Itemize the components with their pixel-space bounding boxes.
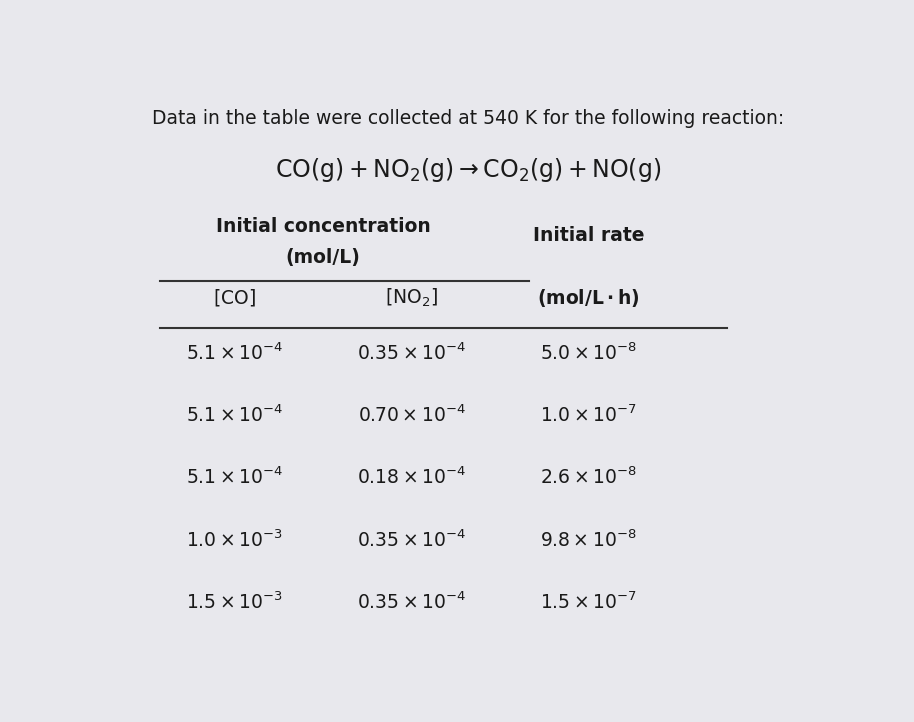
Text: $0.70 \times 10^{-4}$: $0.70 \times 10^{-4}$ (357, 404, 466, 426)
Text: $5.0 \times 10^{-8}$: $5.0 \times 10^{-8}$ (540, 342, 637, 364)
Text: Initial concentration: Initial concentration (216, 217, 430, 236)
Text: $1.5 \times 10^{-3}$: $1.5 \times 10^{-3}$ (186, 591, 283, 613)
Text: $1.0 \times 10^{-7}$: $1.0 \times 10^{-7}$ (540, 404, 637, 426)
Text: $5.1 \times 10^{-4}$: $5.1 \times 10^{-4}$ (186, 404, 283, 426)
Text: $5.1 \times 10^{-4}$: $5.1 \times 10^{-4}$ (186, 467, 283, 488)
Text: $[\mathrm{CO}]$: $[\mathrm{CO}]$ (213, 287, 256, 308)
Text: $2.6 \times 10^{-8}$: $2.6 \times 10^{-8}$ (540, 467, 637, 488)
Text: Data in the table were collected at 540 K for the following reaction:: Data in the table were collected at 540 … (153, 109, 784, 128)
Text: $0.35 \times 10^{-4}$: $0.35 \times 10^{-4}$ (357, 342, 466, 364)
Text: $\bf{(mol/L \cdot h)}$: $\bf{(mol/L \cdot h)}$ (537, 287, 641, 309)
Text: $0.35 \times 10^{-4}$: $0.35 \times 10^{-4}$ (357, 529, 466, 551)
Text: $9.8 \times 10^{-8}$: $9.8 \times 10^{-8}$ (540, 529, 637, 551)
Text: (mol/L): (mol/L) (286, 248, 361, 267)
Text: $1.0 \times 10^{-3}$: $1.0 \times 10^{-3}$ (186, 529, 283, 551)
Text: $5.1 \times 10^{-4}$: $5.1 \times 10^{-4}$ (186, 342, 283, 364)
Text: $\mathrm{CO(g) + NO_2(g) \rightarrow CO_2(g) + NO(g)}$: $\mathrm{CO(g) + NO_2(g) \rightarrow CO_… (275, 156, 662, 184)
Text: $[\mathrm{NO_2}]$: $[\mathrm{NO_2}]$ (386, 287, 438, 309)
Text: $0.35 \times 10^{-4}$: $0.35 \times 10^{-4}$ (357, 591, 466, 613)
Text: $0.18 \times 10^{-4}$: $0.18 \times 10^{-4}$ (357, 467, 466, 488)
Text: Initial rate: Initial rate (533, 225, 644, 245)
Text: $1.5 \times 10^{-7}$: $1.5 \times 10^{-7}$ (540, 591, 637, 613)
